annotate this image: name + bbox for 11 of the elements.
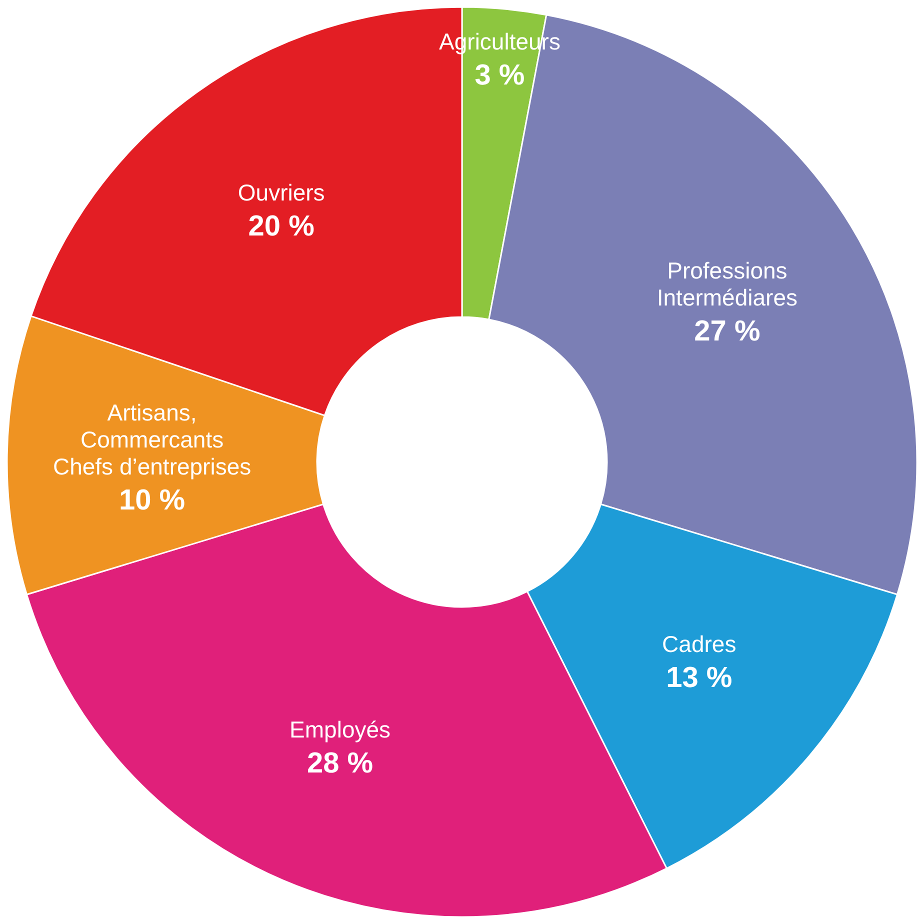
slice-label: Professions Intermédiares (656, 257, 798, 310)
data-label: 3 % (474, 59, 525, 92)
data-label: 20 % (248, 210, 315, 243)
slice-label: Employés (290, 716, 391, 742)
data-label: 13 % (666, 662, 732, 694)
slice-label: Cadres (662, 631, 736, 658)
data-label: 28 % (306, 748, 374, 780)
slice-label: Ouvriers (238, 180, 325, 206)
data-label: 10 % (118, 484, 186, 517)
data-label: 27 % (694, 315, 760, 348)
slice-label: Artisans, Commercants Chefs d’entreprises (52, 400, 252, 480)
